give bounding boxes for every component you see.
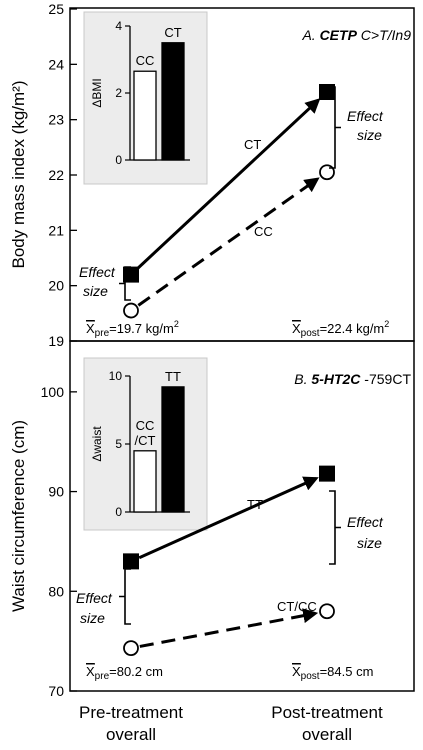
mean-subscript: pre xyxy=(95,328,110,339)
inset-bar-label: TT xyxy=(165,369,181,384)
inset-y-axis-label: Δwaist xyxy=(90,426,104,462)
y-tick-label: 21 xyxy=(48,222,64,238)
mean-symbol: X xyxy=(292,664,301,679)
panel-title-variant: -759CT xyxy=(360,371,411,387)
inset-y-tick-label: 2 xyxy=(115,86,122,100)
effect-size-label: Effect size xyxy=(76,590,113,626)
mean-value: Xpre=80.2 cm xyxy=(86,664,163,682)
mean-subscript: pre xyxy=(95,671,110,682)
series-label: CT xyxy=(244,137,261,152)
mean-number: =84.5 cm xyxy=(320,664,374,679)
effect-size-label: Effect size xyxy=(347,108,384,143)
inset-y-axis-label: ΔBMI xyxy=(90,78,104,107)
mean-symbol: X xyxy=(86,664,95,679)
panel-title-gene: CETP xyxy=(320,27,358,43)
y-tick-label: 24 xyxy=(48,56,64,72)
y-axis-label: Waist circumference (cm) xyxy=(9,420,28,612)
mean-subscript: post xyxy=(301,328,320,339)
y-tick-label: 25 xyxy=(48,1,64,17)
mean-symbol: X xyxy=(292,321,301,336)
panel-title-prefix: B. xyxy=(294,371,311,387)
inset-bar-chart: 0 5 10 Δwaist CC/CT TT xyxy=(83,357,208,531)
inset-bar xyxy=(161,386,185,513)
mean-value: Xpost=84.5 cm xyxy=(292,664,373,682)
data-point-circle xyxy=(123,302,139,319)
y-tick-label: 90 xyxy=(48,484,64,500)
mean-number: =80.2 cm xyxy=(109,664,163,679)
panel-title-variant: C>T/In9 xyxy=(357,27,411,43)
effect-size-bracket xyxy=(119,266,131,301)
inset-bar-chart: 0 2 4 ΔBMI CC CT xyxy=(83,11,208,185)
effect-size-bracket xyxy=(329,86,341,169)
inset-bar xyxy=(161,42,185,161)
inset-y-tick-label: 0 xyxy=(115,505,122,519)
panel-title: B. 5-HT2C -759CT xyxy=(294,371,411,387)
series-line-tt xyxy=(138,476,319,560)
inset-y-tick-label: 0 xyxy=(115,153,122,167)
y-tick-label: 20 xyxy=(48,278,64,294)
mean-value: Xpre=19.7 kg/m2 xyxy=(86,319,179,339)
mean-superscript: 2 xyxy=(384,319,389,329)
x-axis-categories: Pre-treatment overall Post-treatment overal… xyxy=(79,703,383,744)
x-category-label: Pre-treatment xyxy=(79,703,183,722)
series-line-cc xyxy=(137,177,320,307)
panel-title-prefix: A. xyxy=(301,27,319,43)
inset-bar-label: CC/CT xyxy=(135,418,156,448)
mean-value: Xpost=22.4 kg/m2 xyxy=(292,319,389,339)
inset-y-tick-label: 10 xyxy=(109,369,123,383)
y-axis-label: Body mass index (kg/m²) xyxy=(9,81,28,269)
series-label: CT/CC xyxy=(277,599,317,614)
mean-number: =19.7 kg/m xyxy=(109,321,174,336)
effect-size-label: Effect size xyxy=(347,514,384,551)
inset-bar xyxy=(133,450,157,513)
y-tick-label: 19 xyxy=(48,333,64,349)
x-category-label: Post-treatment xyxy=(271,703,383,722)
data-point-circle xyxy=(319,603,335,620)
data-point-square xyxy=(319,465,335,482)
inset-bar-label: CC xyxy=(136,53,155,68)
y-tick-label: 22 xyxy=(48,167,64,183)
inset-bar xyxy=(133,70,157,161)
panel-title-gene: 5-HT2C xyxy=(311,371,361,387)
effect-size-label: Effect size xyxy=(79,264,116,299)
series-label: CC xyxy=(254,224,273,239)
inset-bar-label: CT xyxy=(164,25,181,40)
inset-y-tick-label: 4 xyxy=(115,19,122,33)
data-point-square xyxy=(123,553,139,570)
plot-frame xyxy=(69,340,415,692)
mean-symbol: X xyxy=(86,321,95,336)
panel-title: A. CETP C>T/In9 xyxy=(301,27,411,43)
data-point-circle xyxy=(123,640,139,657)
panel-b: 70 80 90 100 Waist circumference (cm) 0 5 10 Δwa… xyxy=(9,340,415,699)
series-label: TT xyxy=(247,497,263,512)
effect-size-bracket xyxy=(329,490,341,565)
data-point-square xyxy=(319,84,335,100)
y-tick-label: 70 xyxy=(48,683,64,699)
y-tick-label: 23 xyxy=(48,112,64,128)
mean-subscript: post xyxy=(301,671,320,682)
x-category-label: overall xyxy=(302,725,352,744)
inset-y-tick-label: 5 xyxy=(115,437,122,451)
mean-superscript: 2 xyxy=(174,319,179,329)
y-tick-label: 80 xyxy=(48,583,64,599)
effect-size-bracket xyxy=(119,568,131,625)
y-tick-label: 100 xyxy=(41,384,65,400)
data-point-square xyxy=(123,266,139,283)
x-category-label: overall xyxy=(106,725,156,744)
mean-number: =22.4 kg/m xyxy=(320,321,385,336)
series-line-ct-cc xyxy=(139,608,319,648)
series-line-ct xyxy=(136,98,321,270)
